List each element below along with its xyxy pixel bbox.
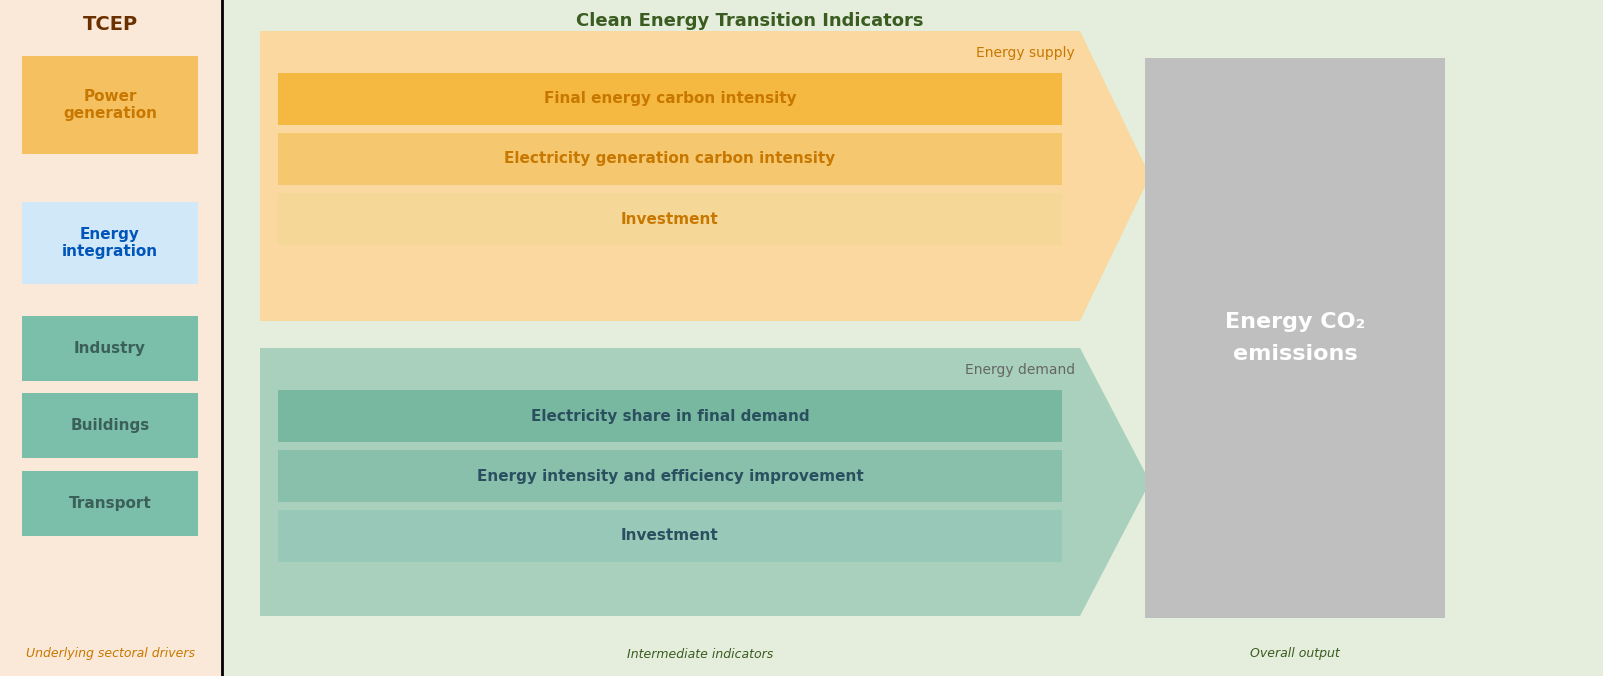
- Polygon shape: [260, 348, 1149, 616]
- Text: Energy intensity and efficiency improvement: Energy intensity and efficiency improvem…: [476, 468, 864, 483]
- Text: Electricity share in final demand: Electricity share in final demand: [531, 408, 810, 423]
- FancyBboxPatch shape: [22, 316, 199, 381]
- Text: Energy supply: Energy supply: [976, 46, 1076, 60]
- Bar: [277, 133, 1063, 185]
- FancyBboxPatch shape: [22, 393, 199, 458]
- Text: Intermediate indicators: Intermediate indicators: [627, 648, 773, 660]
- Text: emissions: emissions: [1233, 344, 1358, 364]
- Bar: [277, 510, 1063, 562]
- Text: Power
generation: Power generation: [63, 89, 157, 121]
- Text: Overall output: Overall output: [1250, 648, 1340, 660]
- FancyBboxPatch shape: [22, 471, 199, 536]
- Text: TCEP: TCEP: [82, 16, 138, 34]
- FancyBboxPatch shape: [22, 56, 199, 154]
- Text: Investment: Investment: [620, 212, 718, 226]
- Polygon shape: [260, 31, 1149, 321]
- Text: Electricity generation carbon intensity: Electricity generation carbon intensity: [505, 151, 835, 166]
- Text: Investment: Investment: [620, 529, 718, 544]
- Bar: [0, 0, 220, 676]
- Bar: [277, 193, 1063, 245]
- Bar: [277, 73, 1063, 125]
- FancyBboxPatch shape: [22, 202, 199, 284]
- Text: Industry: Industry: [74, 341, 146, 356]
- Text: Transport: Transport: [69, 496, 151, 511]
- Text: Energy
integration: Energy integration: [63, 227, 159, 259]
- Text: Final energy carbon intensity: Final energy carbon intensity: [543, 91, 797, 107]
- Bar: [277, 450, 1063, 502]
- Text: Clean Energy Transition Indicators: Clean Energy Transition Indicators: [575, 12, 923, 30]
- Bar: [277, 390, 1063, 442]
- Text: Energy CO₂: Energy CO₂: [1225, 312, 1366, 332]
- Text: Underlying sectoral drivers: Underlying sectoral drivers: [26, 648, 194, 660]
- Text: Buildings: Buildings: [71, 418, 149, 433]
- Text: Energy demand: Energy demand: [965, 363, 1076, 377]
- Bar: [224, 0, 1603, 676]
- Bar: [1145, 58, 1444, 618]
